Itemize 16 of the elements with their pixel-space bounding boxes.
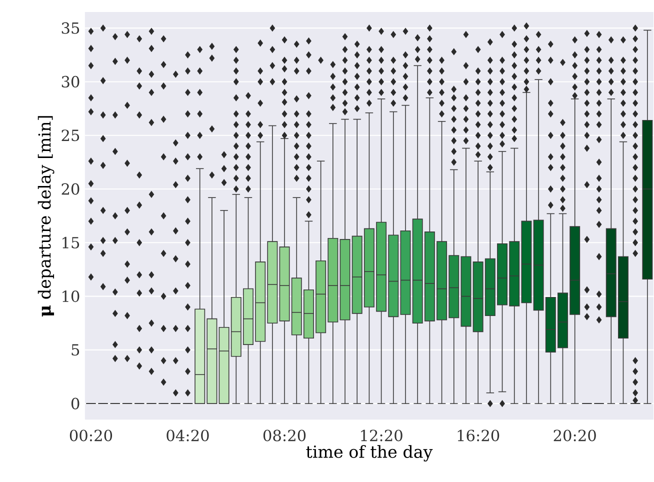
y-tick-label: 15 xyxy=(62,237,80,249)
y-axis-title: μ departure delay [min] xyxy=(38,116,54,317)
x-axis-title: time of the day xyxy=(306,445,433,462)
y-tick-label: 5 xyxy=(72,344,80,356)
y-tick-label: 30 xyxy=(62,76,80,88)
x-tick-label: 08:20 xyxy=(263,430,306,442)
x-tick-label: 04:20 xyxy=(166,430,209,442)
x-tick-label: 16:20 xyxy=(458,430,500,442)
y-tick-label: 25 xyxy=(62,130,80,142)
x-tick-label: 20:20 xyxy=(554,430,596,442)
y-tick-label: 0 xyxy=(71,398,80,410)
y-tick-label: 35 xyxy=(62,22,80,34)
y-tick-label: 10 xyxy=(62,290,80,302)
y-tick-label: 20 xyxy=(62,183,80,195)
x-tick-label: 12:20 xyxy=(361,430,402,442)
x-tick-label: 00:20 xyxy=(70,430,112,442)
